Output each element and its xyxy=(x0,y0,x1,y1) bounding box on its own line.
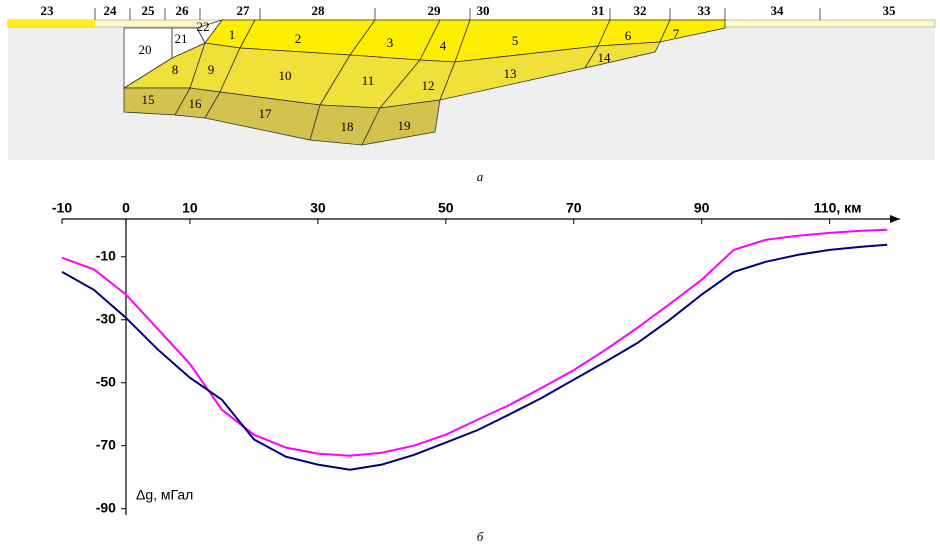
axis-arrow xyxy=(890,215,900,223)
block-label: 6 xyxy=(625,28,632,43)
block xyxy=(196,19,224,44)
surface-label: 26 xyxy=(176,3,190,18)
series-line xyxy=(61,243,888,471)
block-label: 4 xyxy=(440,38,447,53)
x-tick-label: 90 xyxy=(694,200,710,216)
block-label: 11 xyxy=(362,73,375,88)
block-label: 18 xyxy=(341,119,354,134)
x-tick-label: 30 xyxy=(310,200,326,216)
block-label: 10 xyxy=(279,68,292,83)
x-tick-label: -10 xyxy=(52,200,72,216)
block-label: 16 xyxy=(189,96,203,111)
block-label: 15 xyxy=(142,92,155,107)
surface-label: 27 xyxy=(237,3,251,18)
x-tick-label: 0 xyxy=(122,200,130,216)
y-tick-label: -30 xyxy=(96,310,116,326)
surface-layer xyxy=(8,20,95,27)
y-tick-label: -70 xyxy=(96,436,116,452)
block-label: 12 xyxy=(422,78,435,93)
block-label: 22 xyxy=(197,19,210,34)
block-label: 2 xyxy=(295,31,302,46)
surface-label: 32 xyxy=(634,3,647,18)
y-tick-label: -90 xyxy=(96,499,116,515)
caption: б xyxy=(477,529,484,544)
block-label: 7 xyxy=(673,26,680,41)
block-label: 17 xyxy=(259,106,273,121)
surface-label: 25 xyxy=(142,3,156,18)
block-label: 13 xyxy=(504,66,517,81)
block-label: 20 xyxy=(139,42,152,57)
surface-label: 34 xyxy=(771,3,785,18)
block-label: 9 xyxy=(208,62,215,77)
surface-label: 33 xyxy=(698,3,712,18)
block-label: 21 xyxy=(175,31,188,46)
surface-label: 24 xyxy=(104,3,118,18)
surface-label: 29 xyxy=(428,3,442,18)
block-label: 8 xyxy=(172,62,179,77)
block-label: 1 xyxy=(229,27,236,42)
surface-label: 28 xyxy=(312,3,326,18)
block xyxy=(361,99,441,146)
surface-label: 23 xyxy=(41,3,55,18)
block xyxy=(584,41,661,69)
surface-label: 35 xyxy=(883,3,897,18)
x-tick-label: 110, км xyxy=(814,200,862,216)
block xyxy=(659,19,726,43)
x-tick-label: 10 xyxy=(182,200,198,216)
block-label: 5 xyxy=(512,33,519,48)
caption: а xyxy=(477,169,484,184)
block-label: 14 xyxy=(598,50,612,65)
y-axis-label: Δg, мГал xyxy=(136,487,193,503)
series-line xyxy=(61,228,888,457)
block-label: 19 xyxy=(398,118,411,133)
y-tick-label: -10 xyxy=(96,247,116,263)
y-tick-label: -50 xyxy=(96,373,116,389)
x-tick-label: 70 xyxy=(566,200,582,216)
surface-label: 30 xyxy=(477,3,490,18)
surface-label: 31 xyxy=(592,3,605,18)
block-label: 3 xyxy=(387,35,394,50)
x-tick-label: 50 xyxy=(438,200,454,216)
